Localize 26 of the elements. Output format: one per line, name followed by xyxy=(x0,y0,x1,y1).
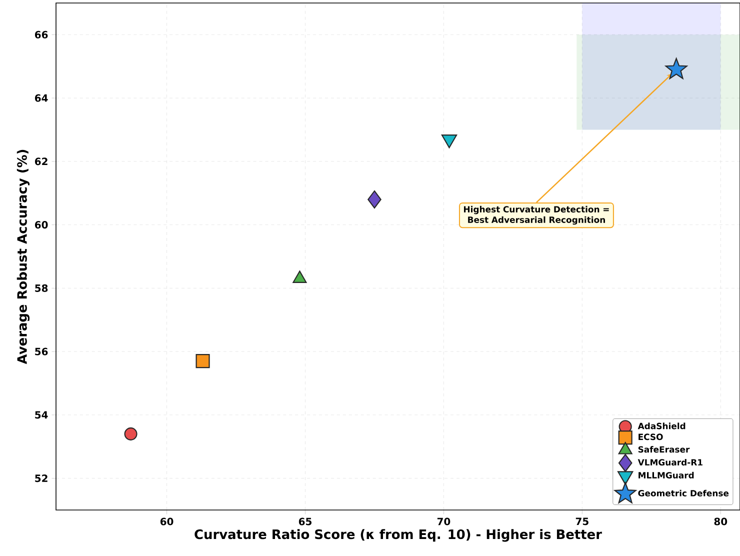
y-tick-label: 60 xyxy=(35,221,48,229)
y-tick-label: 56 xyxy=(35,348,48,356)
y-tick-label: 66 xyxy=(35,30,48,38)
y-axis-title: Average Robust Accuracy (%) xyxy=(16,150,30,364)
y-tick-label: 52 xyxy=(35,474,48,482)
y-tick-label: 62 xyxy=(35,158,48,166)
x-tick-label: 80 xyxy=(714,518,728,526)
x-axis-title: Curvature Ratio Score (κ from Eq. 10) - Higher is Better xyxy=(194,529,602,542)
legend-label: VLMGuard-R1 xyxy=(638,458,702,466)
annotation: Highest Curvature Detection = Best Adversarial Recognition xyxy=(464,206,609,225)
legend-label: Geometric Defense xyxy=(638,490,729,496)
legend-label: ECSO xyxy=(638,434,663,440)
x-tick-label: 70 xyxy=(437,518,450,526)
y-tick-label: 64 xyxy=(35,94,48,102)
point xyxy=(665,58,688,79)
legend-label: MLLMGuard xyxy=(638,472,694,478)
legend-label: SafeEraser xyxy=(638,446,690,453)
y-tick-label: 54 xyxy=(35,411,48,419)
x-tick-label: 60 xyxy=(160,518,174,526)
x-tick-label: 75 xyxy=(576,518,588,526)
point xyxy=(368,190,382,208)
x-tick-label: 65 xyxy=(298,518,312,526)
legend-label: AdaShield xyxy=(638,422,686,430)
y-tick-label: 58 xyxy=(35,284,48,292)
point xyxy=(196,354,210,368)
point xyxy=(124,427,138,440)
